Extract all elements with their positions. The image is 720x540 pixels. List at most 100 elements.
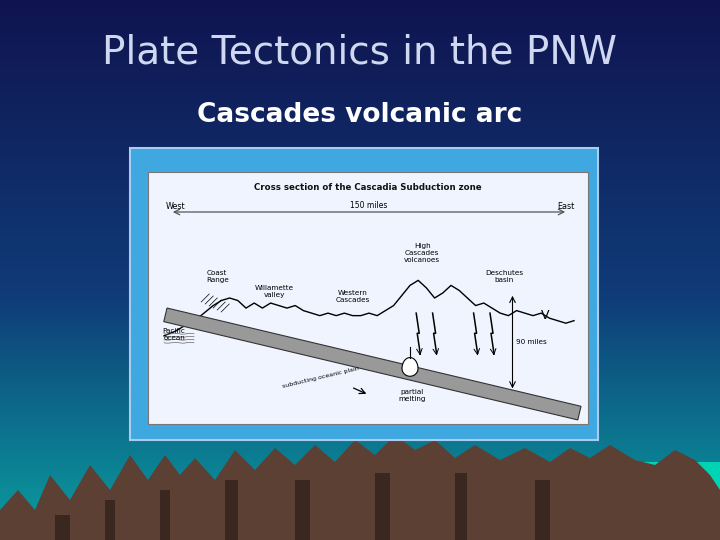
Bar (0, 196, 720, 199)
Bar (0, 498, 720, 502)
Bar (0, 39, 720, 43)
Bar (0, 394, 720, 397)
Bar (0, 479, 720, 482)
Bar (0, 447, 720, 449)
Bar (0, 128, 720, 131)
Bar (0, 454, 720, 456)
Bar (0, 126, 720, 129)
Bar (0, 466, 720, 469)
Bar (0, 455, 720, 458)
Bar (0, 309, 720, 313)
Bar (0, 495, 720, 498)
Bar (0, 312, 720, 314)
Bar (0, 383, 720, 386)
Bar (0, 436, 720, 438)
Bar (0, 144, 720, 147)
Bar (0, 275, 720, 278)
Bar (0, 356, 720, 359)
Bar (0, 518, 720, 521)
Polygon shape (55, 515, 70, 540)
Bar (0, 390, 720, 394)
Bar (0, 216, 720, 219)
Text: West: West (166, 202, 186, 211)
Bar (0, 336, 720, 340)
Bar (0, 437, 720, 440)
Bar (0, 4, 720, 6)
Text: partial
melting: partial melting (398, 389, 426, 402)
Bar (0, 106, 720, 109)
Bar (0, 191, 720, 194)
Polygon shape (535, 480, 550, 540)
Polygon shape (375, 473, 390, 540)
Bar (0, 471, 720, 475)
Text: Deschutes
basin: Deschutes basin (485, 270, 523, 283)
Bar (0, 66, 720, 70)
Bar (0, 515, 720, 518)
Bar (0, 525, 720, 529)
Bar (0, 119, 720, 122)
Bar (0, 522, 720, 525)
Bar (0, 513, 720, 516)
Bar (0, 439, 720, 442)
Bar (0, 531, 720, 534)
Bar (0, 428, 720, 431)
Bar (0, 277, 720, 280)
Bar (0, 61, 720, 64)
Bar (0, 403, 720, 406)
Bar (0, 74, 720, 77)
Bar (0, 90, 720, 93)
Bar (0, 252, 720, 255)
Bar (0, 245, 720, 248)
Bar (0, 123, 720, 125)
Bar (0, 153, 720, 156)
Bar (0, 77, 720, 80)
Bar (0, 86, 720, 89)
Bar (0, 363, 720, 367)
Bar (0, 58, 720, 60)
Bar (0, 180, 720, 183)
Bar (0, 301, 720, 303)
Bar (0, 333, 720, 336)
Bar (0, 313, 720, 316)
Bar (0, 79, 720, 82)
Bar (0, 407, 720, 410)
Bar (0, 339, 720, 341)
Bar (0, 295, 720, 298)
Bar (0, 371, 720, 374)
Bar (0, 104, 720, 107)
Bar (0, 139, 720, 141)
Bar (0, 265, 720, 267)
Polygon shape (295, 480, 310, 540)
Bar (0, 223, 720, 226)
Bar (0, 378, 720, 381)
Bar (0, 331, 720, 334)
Bar (0, 239, 720, 242)
Bar (0, 54, 720, 57)
Polygon shape (105, 500, 115, 540)
Bar (0, 2, 720, 5)
Bar (0, 299, 720, 302)
Bar (0, 434, 720, 437)
Text: Western
Cascades: Western Cascades (336, 290, 370, 303)
Bar (0, 286, 720, 289)
Bar (0, 231, 720, 233)
Bar (0, 342, 720, 345)
Text: Pacific
ocean: Pacific ocean (163, 328, 186, 341)
Bar (0, 468, 720, 471)
Bar (0, 351, 720, 354)
Bar (0, 279, 720, 282)
Bar (0, 52, 720, 55)
Bar (0, 293, 720, 296)
Bar (0, 344, 720, 347)
Bar (0, 288, 720, 291)
Bar (0, 50, 720, 53)
Bar (0, 322, 720, 325)
Bar (0, 130, 720, 132)
Bar (0, 432, 720, 435)
Polygon shape (455, 473, 467, 540)
Bar (0, 124, 720, 127)
Bar (0, 373, 720, 375)
Bar (0, 32, 720, 35)
Bar (0, 120, 720, 124)
Bar (0, 72, 720, 75)
